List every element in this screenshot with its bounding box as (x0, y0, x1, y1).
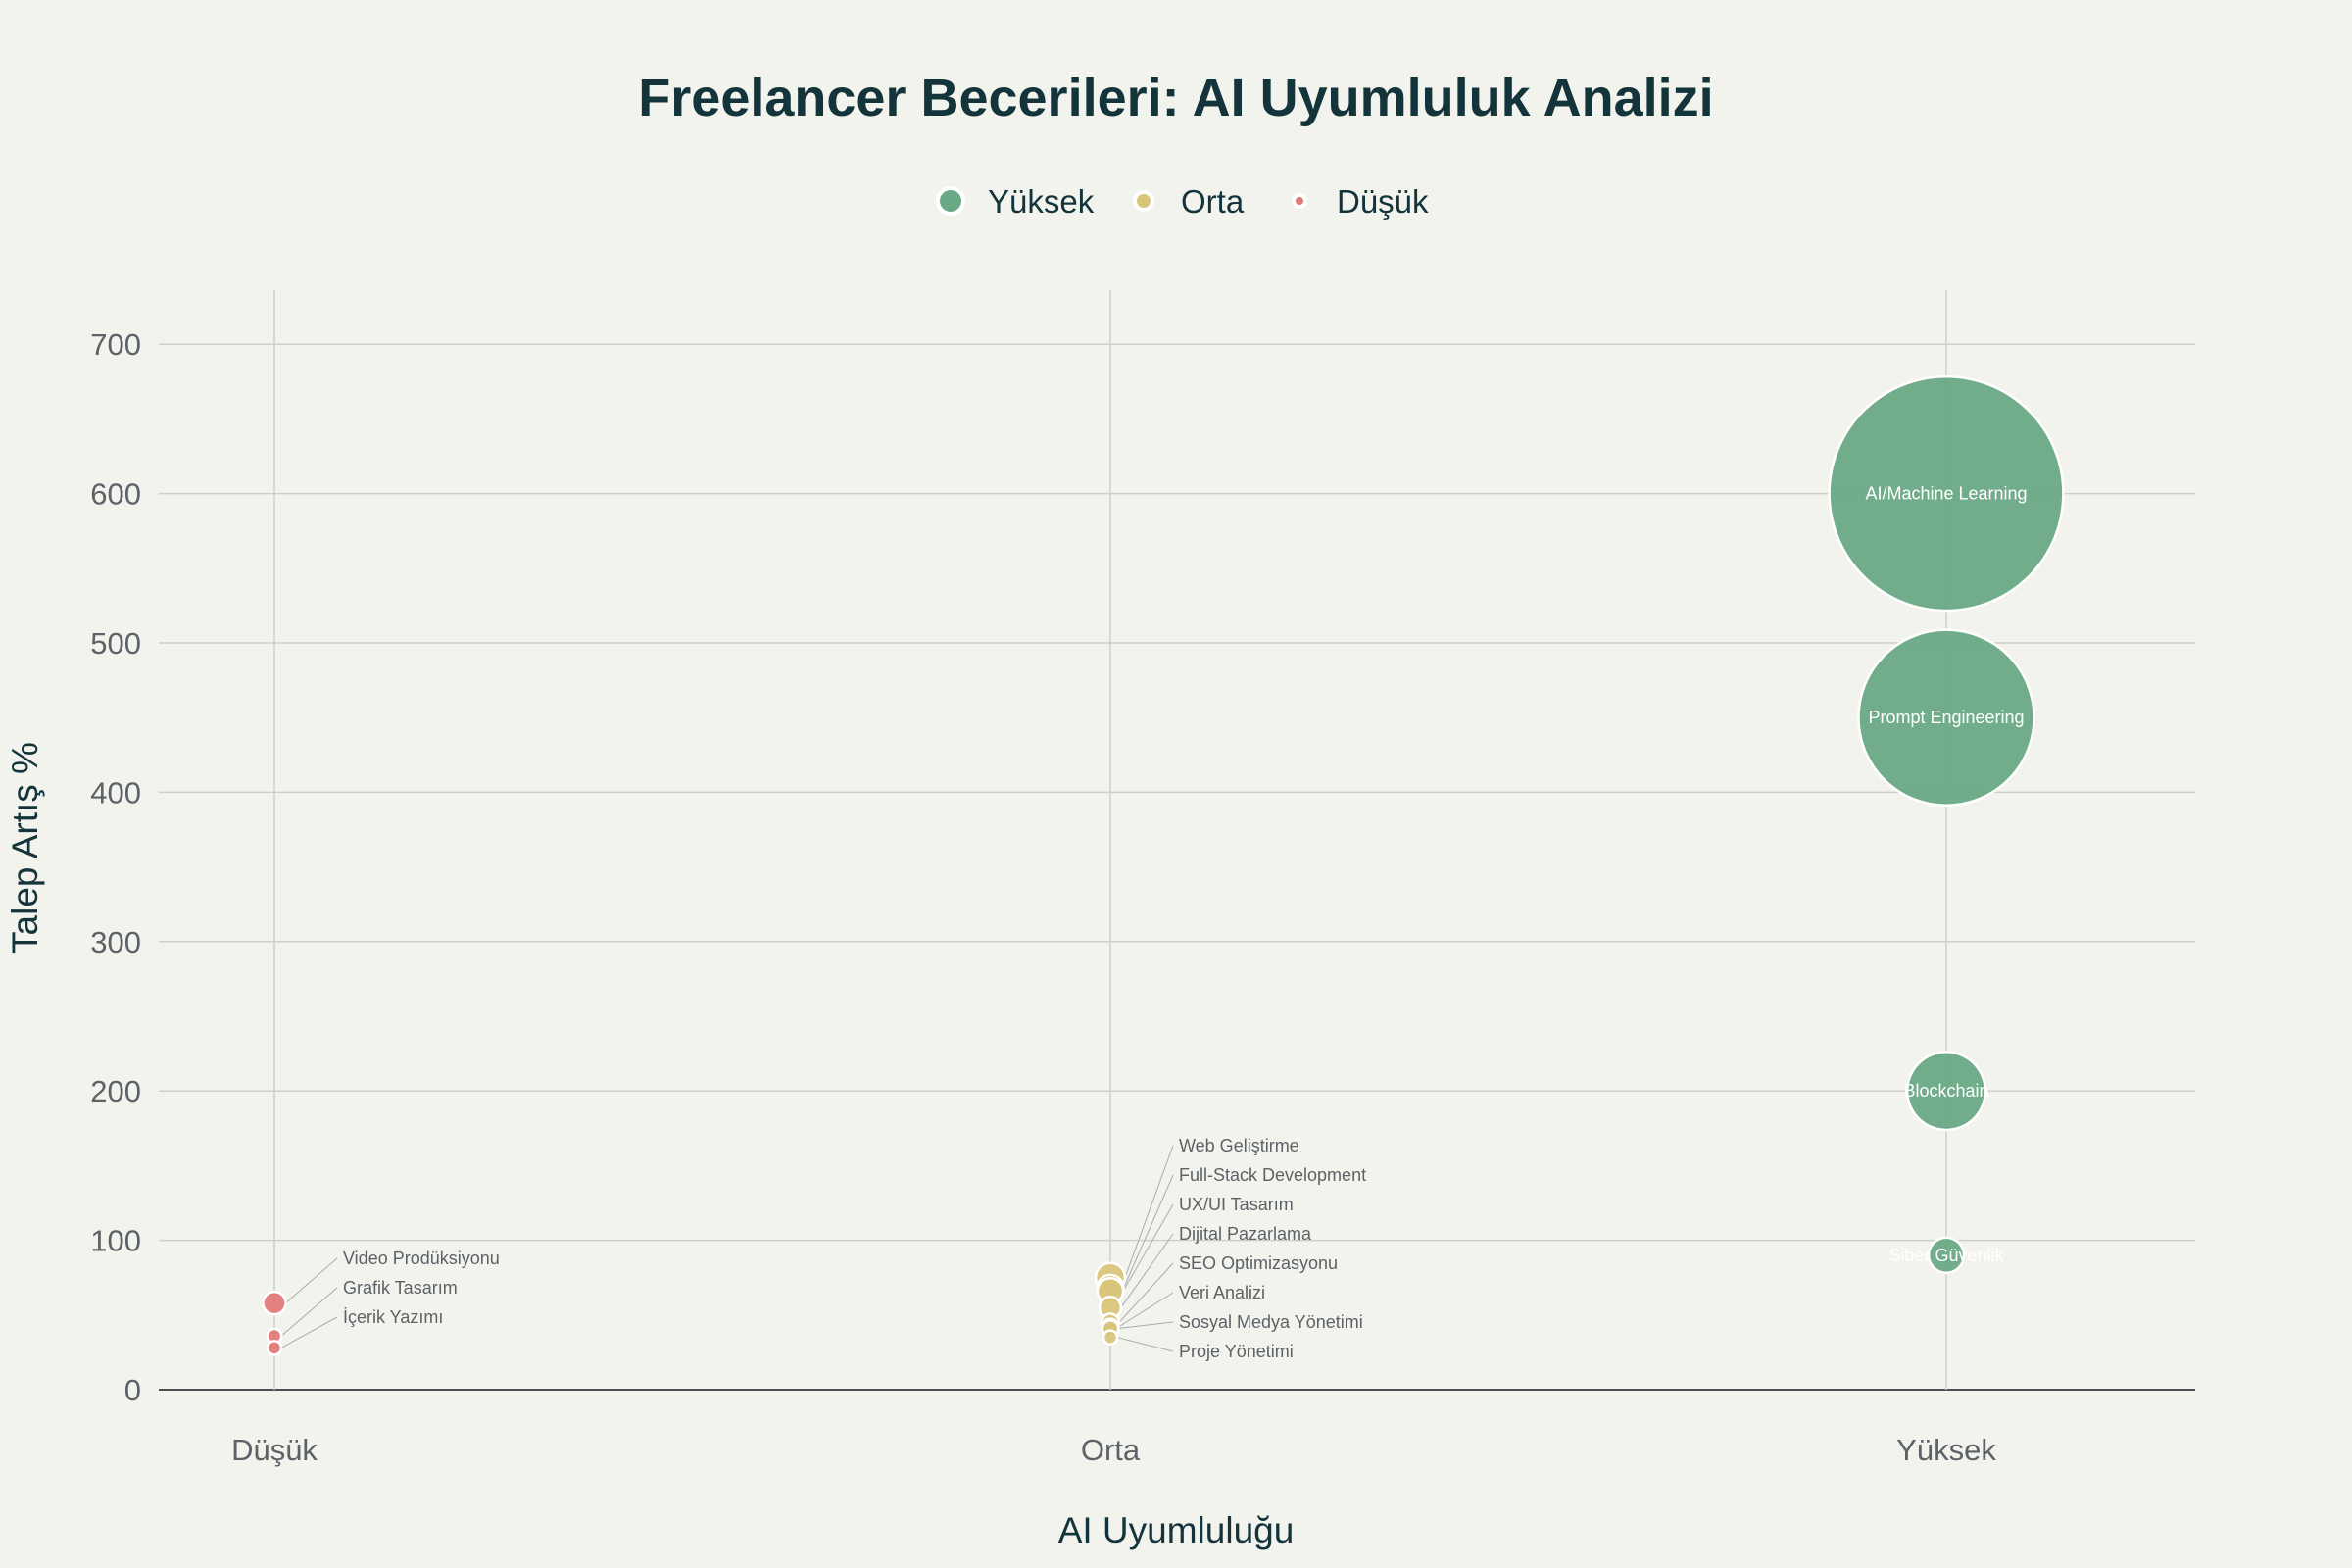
x-tick-label: Düşük (231, 1433, 318, 1467)
data-point (1102, 1329, 1119, 1346)
data-label: Veri Analizi (1179, 1283, 1265, 1302)
data-labels: AI/Machine Learning Prompt Engineering Blo… (343, 484, 2028, 1361)
y-tick-label: 0 (124, 1373, 141, 1407)
data-label: Blockchain (1903, 1081, 1988, 1101)
chart-title: Freelancer Becerileri: AI Uyumluluk Anal… (638, 69, 1713, 127)
data-label: Web Geliştirme (1179, 1136, 1299, 1155)
x-tick-label: Orta (1081, 1433, 1141, 1467)
leader-line (1123, 1174, 1174, 1289)
y-tick-label: 300 (90, 925, 141, 959)
leader-line (1118, 1262, 1174, 1323)
leader-line (1124, 1145, 1174, 1278)
data-label: UX/UI Tasarım (1179, 1195, 1294, 1214)
leader-line (1116, 1337, 1174, 1352)
series-Yüksek (1828, 374, 2065, 1274)
data-point (1927, 1236, 1966, 1274)
y-tick-label: 500 (90, 626, 141, 661)
legend-label: Orta (1181, 183, 1245, 220)
data-label: Video Prodüksiyonu (343, 1249, 500, 1268)
leader-line (1118, 1321, 1174, 1330)
leader-line (280, 1316, 338, 1348)
data-label: Grafik Tasarım (343, 1278, 458, 1298)
y-tick-label: 600 (90, 477, 141, 512)
data-label: Proje Yönetimi (1179, 1342, 1294, 1361)
legend-label: Yüksek (988, 183, 1095, 220)
series-Orta (1094, 1261, 1127, 1346)
leader-line (280, 1287, 338, 1337)
y-tick-label: 400 (90, 775, 141, 809)
x-tick-label: Yüksek (1896, 1433, 1996, 1467)
legend-marker (936, 186, 965, 216)
legend-label: Düşük (1337, 183, 1429, 220)
legend-marker (1292, 193, 1307, 209)
legend: Yüksek Orta Düşük (936, 183, 1429, 220)
leader-line (1122, 1203, 1174, 1292)
data-point (1905, 1051, 1987, 1132)
data-label: Full-Stack Development (1179, 1165, 1366, 1185)
y-tick-label: 200 (90, 1074, 141, 1108)
legend-marker (1133, 190, 1154, 212)
leader-lines (280, 1145, 1174, 1352)
data-label: SEO Optimizasyonu (1179, 1253, 1338, 1273)
data-point (266, 1340, 283, 1356)
y-tick-label: 100 (90, 1224, 141, 1258)
data-label: Sosyal Medya Yönetimi (1179, 1312, 1363, 1332)
y-tick-label: 700 (90, 327, 141, 362)
data-point (262, 1290, 287, 1316)
data-point (1828, 374, 2065, 612)
data-label: AI/Machine Learning (1865, 484, 2027, 504)
leader-line (1118, 1292, 1174, 1328)
y-axis-title: Talep Artış % (5, 742, 45, 954)
x-axis-title: AI Uyumluluğu (1058, 1510, 1295, 1550)
data-label: Dijital Pazarlama (1179, 1224, 1312, 1244)
leader-line (285, 1257, 338, 1303)
series-Düşük (262, 1290, 287, 1356)
data-label: Siber Güvenlik (1888, 1246, 2004, 1265)
data-label: İçerik Yazımı (343, 1307, 443, 1327)
leader-line (1120, 1233, 1174, 1308)
data-points: AI/Machine Learning Prompt Engineering Blo… (262, 374, 2065, 1361)
data-label: Prompt Engineering (1868, 708, 2024, 727)
data-point (1857, 628, 2035, 808)
